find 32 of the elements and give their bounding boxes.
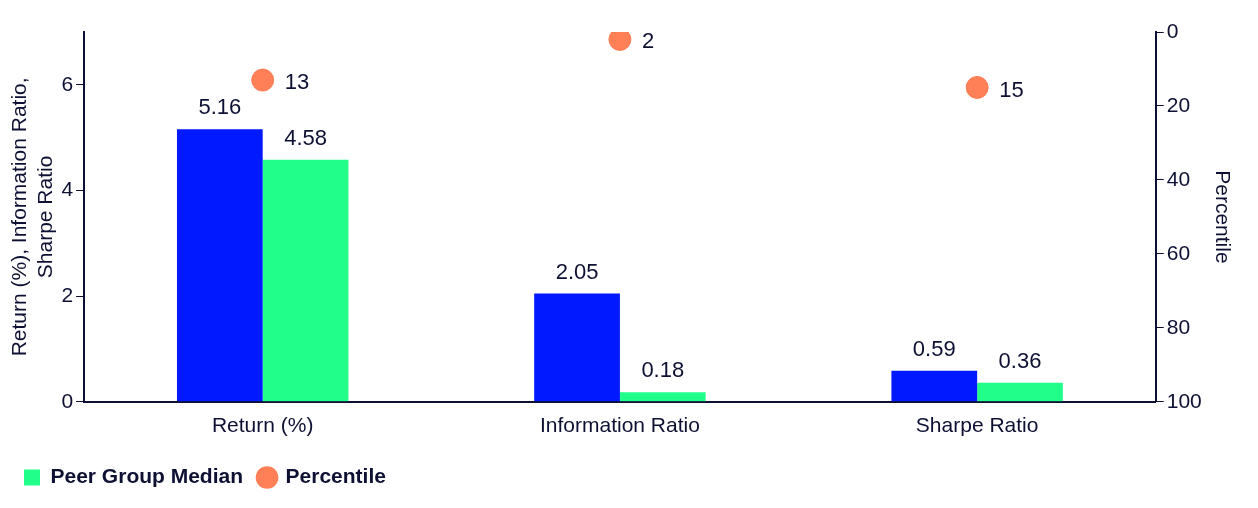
- bar: [176, 129, 263, 402]
- data-label: 2.05: [555, 258, 599, 284]
- bar: [619, 392, 706, 402]
- bar: [891, 370, 978, 402]
- data-label: 5.16: [198, 94, 242, 120]
- y-tick-label: 6: [61, 71, 74, 95]
- y2-axis-title: Percentile: [1211, 170, 1235, 264]
- y2-tick-label: 80: [1166, 314, 1191, 338]
- y2-tick-label: 0: [1166, 18, 1179, 42]
- y-tick-label: 2: [61, 282, 74, 306]
- x-tick-label: Sharpe Ratio: [915, 413, 1039, 437]
- y2-tick-label: 40: [1166, 166, 1191, 190]
- bar: [262, 159, 349, 402]
- data-label: 2: [641, 28, 655, 54]
- x-tick-label: Return (%): [211, 413, 314, 437]
- data-label: 0.18: [641, 357, 685, 383]
- y2-tick-label: 100: [1166, 388, 1202, 412]
- y-tick-label: 4: [61, 177, 74, 201]
- data-label: 13: [284, 69, 310, 95]
- y2-tick-label: 20: [1166, 92, 1191, 116]
- x-tick-label: Information Ratio: [539, 413, 700, 437]
- y-axis-title: Return (%), Information Ratio, Sharpe Ratio: [7, 77, 56, 357]
- legend-label: Peer Group Median: [50, 464, 244, 488]
- y-tick-label: 0: [61, 388, 74, 412]
- data-label: 4.58: [284, 124, 327, 150]
- bar: [977, 382, 1063, 402]
- data-label: 15: [999, 76, 1024, 102]
- y2-tick-label: 60: [1166, 240, 1191, 264]
- data-label: 0.59: [912, 335, 956, 361]
- legend-label: Percentile: [285, 464, 386, 488]
- data-label: 0.36: [998, 347, 1042, 373]
- bar: [534, 293, 620, 402]
